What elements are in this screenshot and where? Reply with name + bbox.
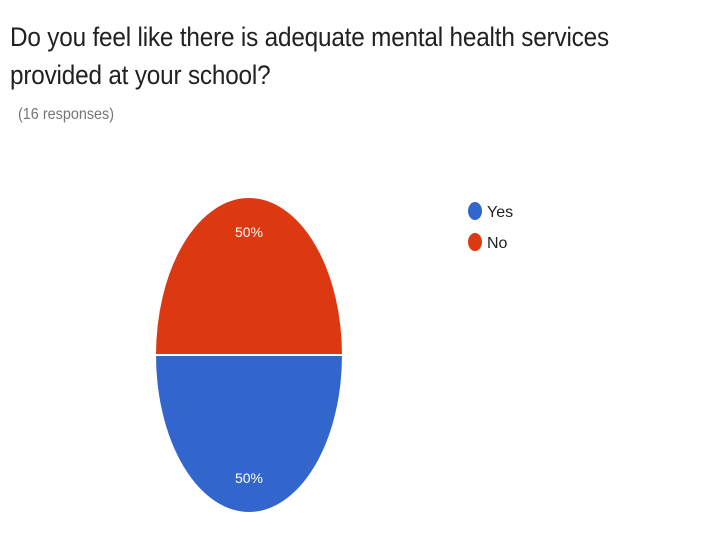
pie-group: 50% 50% — [153, 196, 345, 514]
legend-label-yes: Yes — [487, 204, 513, 221]
question-title: Do you feel like there is adequate menta… — [10, 22, 609, 90]
slice-label-yes: 50% — [235, 470, 263, 486]
legend-marker-no — [468, 233, 482, 251]
legend-label-no: No — [487, 235, 508, 252]
pie-slice-yes — [153, 354, 345, 514]
legend-marker-yes — [468, 202, 482, 220]
slice-label-no: 50% — [235, 224, 263, 240]
response-count: (16 responses) — [18, 106, 115, 123]
legend: Yes No — [468, 202, 513, 252]
pie-slice-no — [153, 196, 345, 356]
